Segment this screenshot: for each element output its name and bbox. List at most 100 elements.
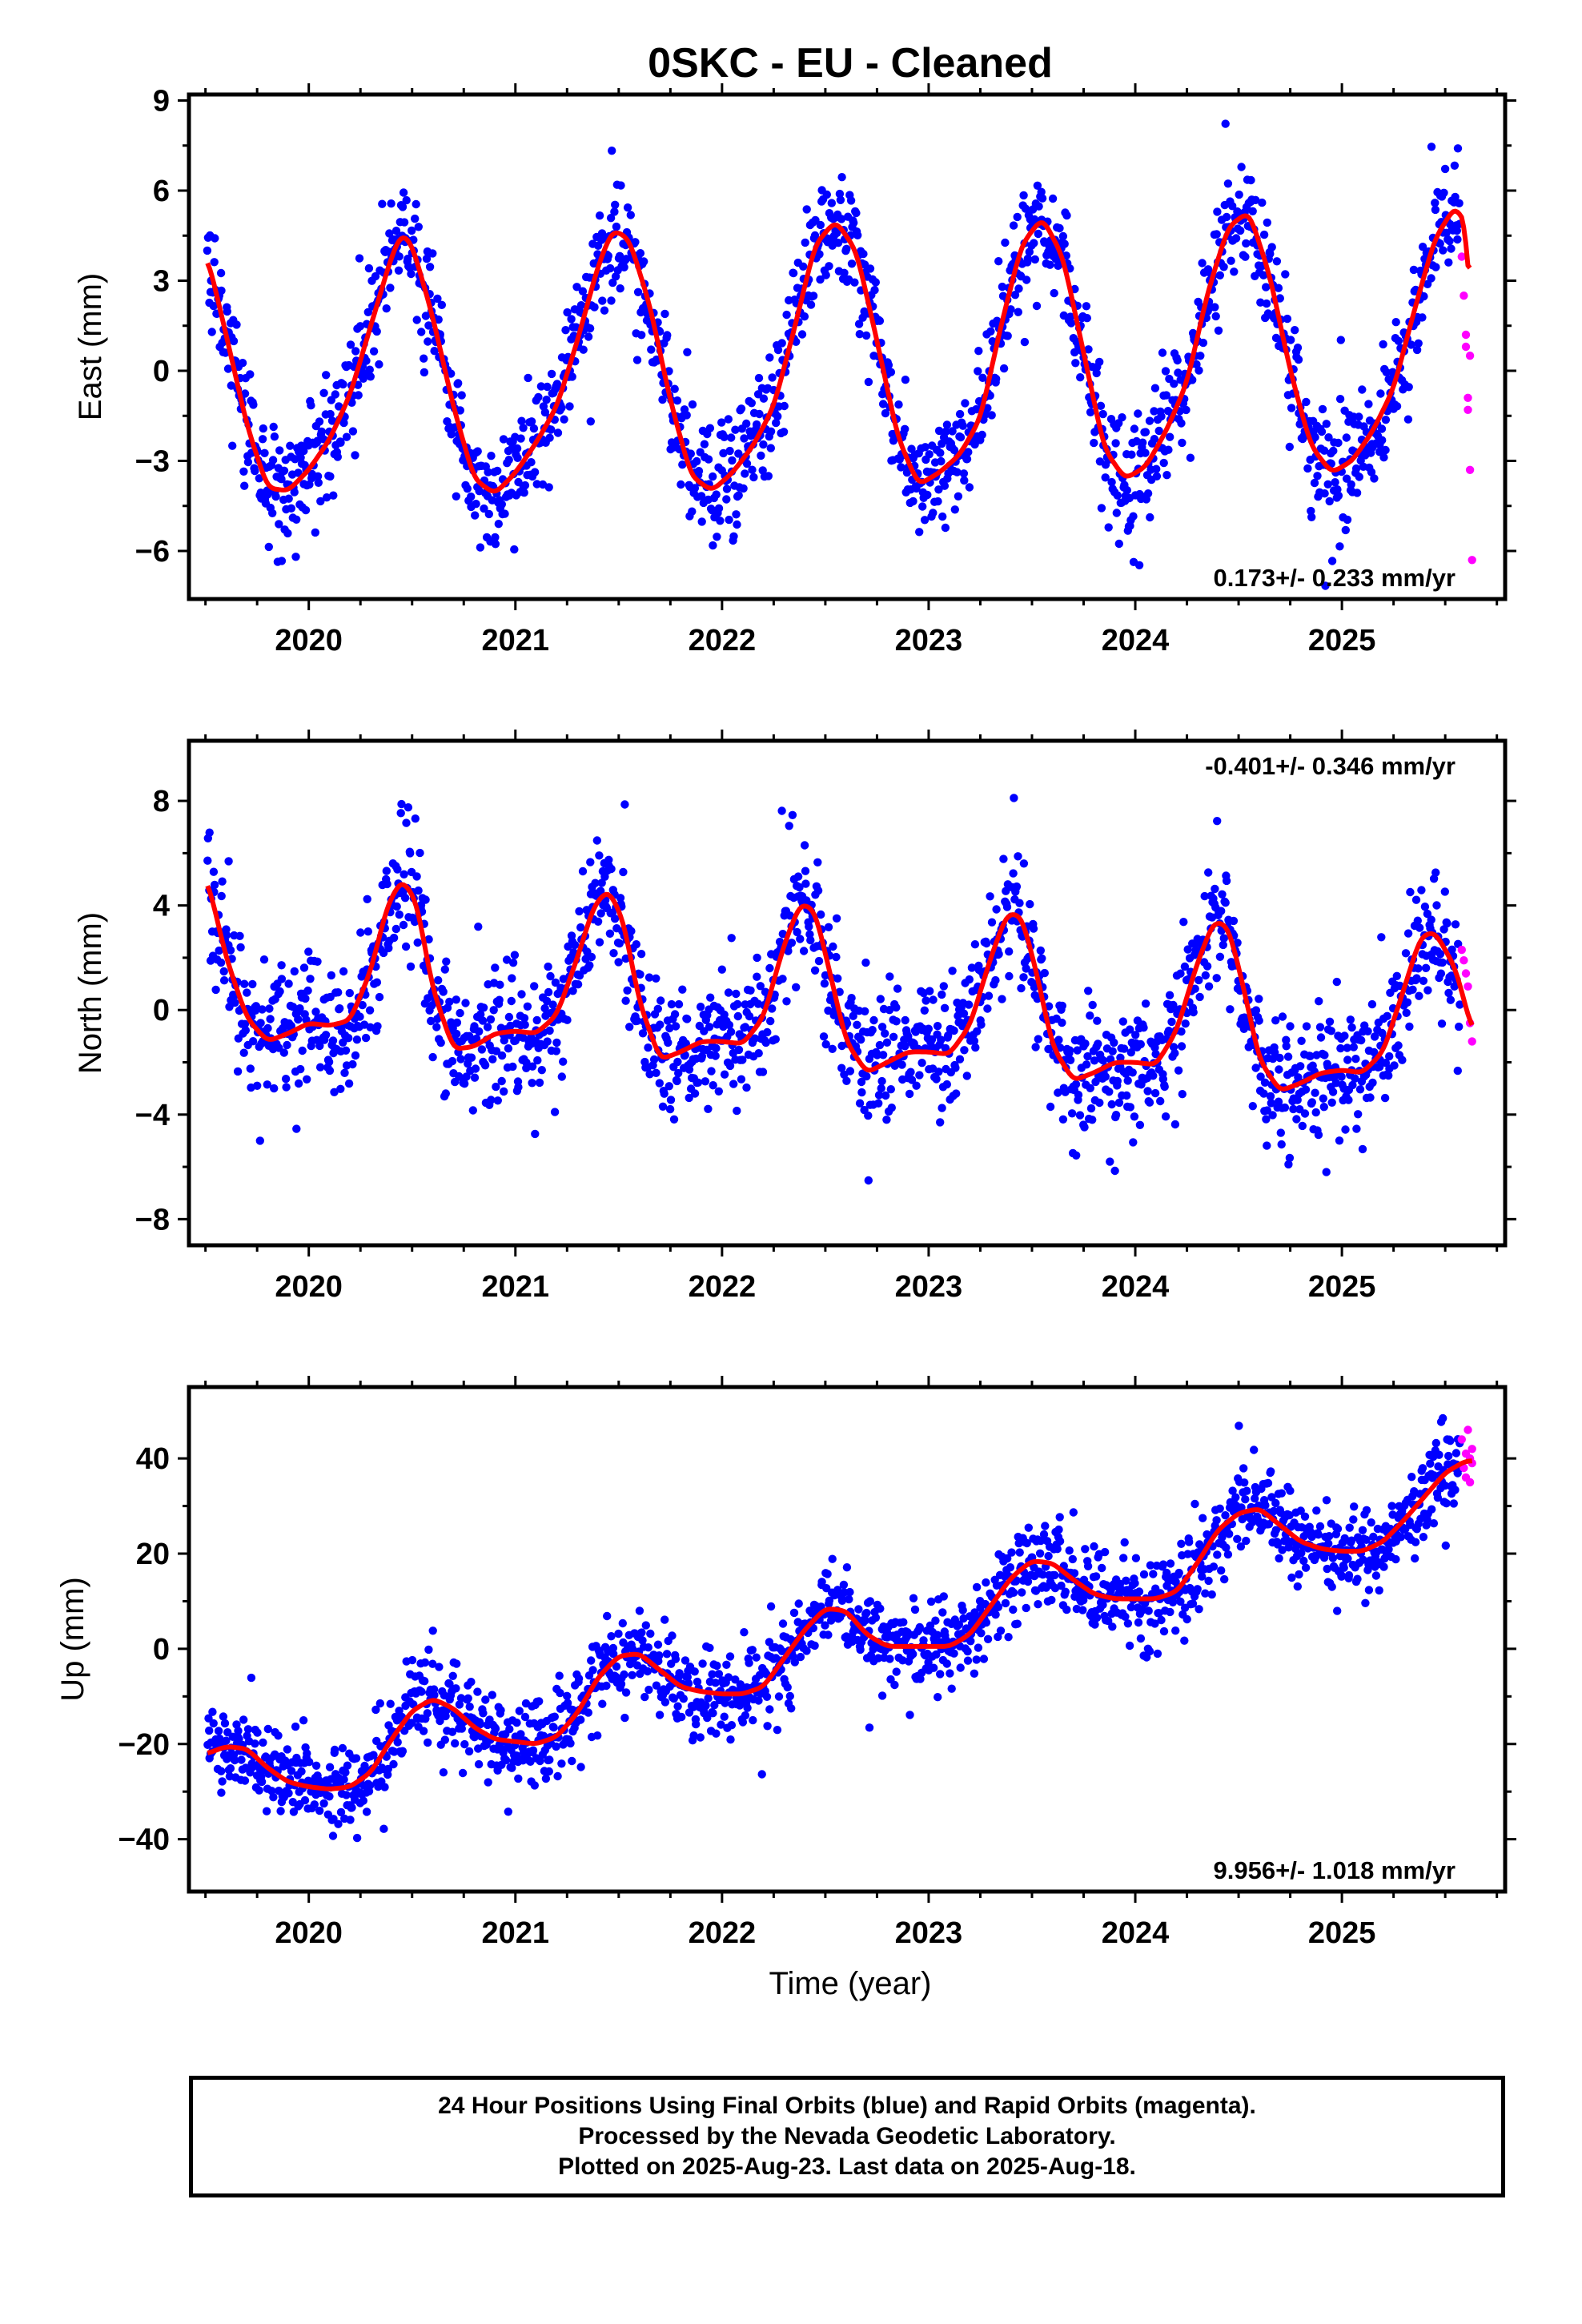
north-data-point: [800, 841, 809, 850]
north-data-point: [1307, 1098, 1317, 1107]
north-data-point: [673, 1076, 681, 1086]
east-data-point: [1317, 427, 1327, 436]
north-data-point: [897, 1060, 906, 1069]
north-data-point: [967, 963, 977, 972]
north-data-point: [717, 965, 726, 974]
north-data-point: [339, 967, 348, 976]
north-data-point: [901, 1042, 909, 1051]
east-rapid-point: [1464, 393, 1472, 402]
east-data-point: [1404, 383, 1413, 392]
north-data-point: [824, 1006, 833, 1015]
up-data-point: [568, 1756, 576, 1766]
north-data-point: [545, 1026, 554, 1035]
north-data-point: [384, 943, 393, 953]
up-data-point: [673, 1702, 682, 1711]
up-data-point: [620, 1713, 629, 1723]
up-data-point: [950, 1649, 958, 1658]
east-data-point: [331, 390, 339, 399]
east-data-point: [536, 382, 546, 391]
north-data-point: [1071, 1080, 1081, 1089]
north-data-point: [544, 962, 552, 971]
north-data-point: [1189, 1007, 1198, 1017]
up-data-point: [609, 1650, 618, 1659]
east-data-point: [1188, 376, 1197, 384]
east-data-point: [529, 424, 539, 433]
north-data-point: [652, 974, 661, 983]
north-data-point: [448, 1056, 457, 1066]
north-data-point: [1026, 899, 1034, 909]
east-data-point: [1447, 244, 1456, 253]
east-data-point: [260, 448, 269, 457]
north-data-point: [475, 1027, 484, 1036]
up-data-point: [1013, 1619, 1022, 1628]
north-data-point: [240, 979, 249, 988]
north-data-point: [1046, 1102, 1055, 1112]
east-data-point: [942, 427, 950, 436]
up-data-point: [1068, 1554, 1078, 1564]
east-data-point: [1033, 181, 1042, 190]
north-data-point: [1093, 1016, 1102, 1025]
east-data-point: [1427, 143, 1436, 151]
north-data-point: [436, 1038, 445, 1047]
up-data-point: [1104, 1616, 1113, 1626]
north-data-point: [644, 1043, 652, 1052]
east-data-point: [264, 542, 273, 552]
up-data-point: [467, 1678, 476, 1687]
north-data-point: [1341, 1125, 1350, 1134]
north-data-point: [528, 1079, 536, 1088]
east-data-point: [822, 190, 832, 199]
up-data-point: [235, 1735, 243, 1743]
up-data-point: [222, 1736, 231, 1745]
north-data-point: [1081, 1039, 1090, 1048]
north-data-point: [1432, 901, 1441, 910]
east-y-tick-label: −6: [135, 535, 170, 569]
north-data-point: [1322, 1168, 1331, 1176]
up-data-point: [681, 1656, 690, 1665]
up-data-point: [371, 1705, 380, 1715]
east-data-point: [1107, 477, 1116, 487]
north-data-point: [510, 951, 520, 959]
north-data-point: [912, 1081, 921, 1090]
east-data-point: [387, 199, 396, 208]
north-data-point: [432, 1023, 441, 1031]
north-data-point: [427, 1016, 436, 1026]
up-data-point: [635, 1606, 644, 1615]
north-data-point: [1443, 919, 1452, 928]
up-data-point: [383, 1764, 392, 1774]
north-data-point: [548, 1000, 557, 1009]
up-data-point: [766, 1602, 776, 1611]
north-data-point: [1126, 1025, 1134, 1034]
east-data-point: [840, 268, 849, 277]
north-data-point: [991, 975, 1000, 985]
north-data-point: [742, 1083, 751, 1092]
north-data-point: [487, 1096, 496, 1104]
east-data-point: [1212, 230, 1221, 239]
up-data-point: [616, 1679, 626, 1689]
east-model-fit-line: [205, 208, 1472, 494]
north-data-point: [616, 894, 625, 903]
east-data-point: [693, 456, 701, 466]
up-data-point: [644, 1643, 652, 1652]
east-data-point: [585, 324, 595, 333]
east-data-point: [530, 468, 540, 476]
north-data-point: [636, 950, 646, 959]
north-data-point: [915, 1071, 924, 1080]
east-data-point: [1311, 432, 1319, 442]
north-data-point: [1201, 971, 1211, 980]
north-data-point: [1367, 999, 1377, 1009]
north-data-point: [325, 1066, 335, 1076]
north-data-point: [725, 1061, 735, 1071]
up-data-point: [934, 1693, 942, 1702]
up-data-point: [725, 1652, 735, 1661]
east-data-point: [1378, 436, 1387, 444]
north-data-point: [1354, 1110, 1363, 1119]
north-data-point: [1455, 1022, 1464, 1031]
up-data-point: [1217, 1566, 1226, 1575]
up-data-point: [267, 1787, 276, 1795]
up-data-point: [962, 1624, 971, 1633]
up-data-point: [417, 1687, 426, 1696]
north-data-point: [478, 1016, 488, 1025]
up-data-point: [251, 1739, 259, 1748]
north-data-point: [595, 938, 604, 947]
east-data-point: [686, 449, 695, 458]
